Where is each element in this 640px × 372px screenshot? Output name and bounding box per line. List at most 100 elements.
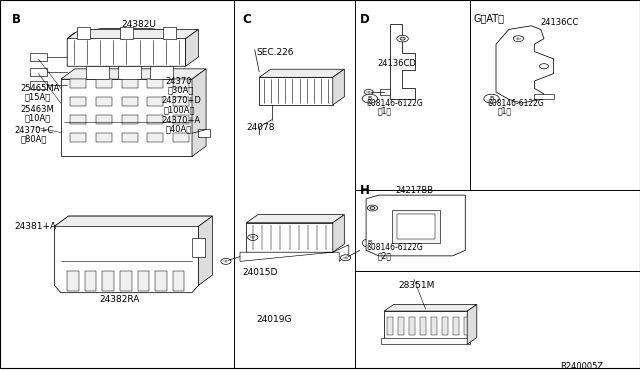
Bar: [420, 317, 426, 335]
Text: 24217BB: 24217BB: [396, 186, 434, 195]
Text: 25465MA: 25465MA: [20, 84, 60, 93]
Bar: [120, 270, 132, 291]
Text: 28351M: 28351M: [398, 281, 435, 290]
Polygon shape: [67, 28, 186, 66]
Circle shape: [364, 89, 373, 94]
Bar: [173, 79, 189, 89]
Polygon shape: [384, 304, 477, 311]
Bar: [173, 132, 189, 142]
Circle shape: [484, 94, 499, 103]
Polygon shape: [186, 29, 198, 66]
Polygon shape: [333, 215, 344, 252]
Text: SEC.226: SEC.226: [256, 48, 294, 57]
Polygon shape: [534, 94, 554, 99]
Polygon shape: [54, 216, 212, 227]
Bar: [398, 317, 404, 335]
Polygon shape: [240, 245, 349, 262]
Text: 24136CD: 24136CD: [378, 59, 417, 68]
Bar: [122, 132, 138, 142]
Text: R240005Z: R240005Z: [560, 362, 603, 371]
Bar: [173, 115, 189, 124]
Bar: [122, 115, 138, 124]
Text: H: H: [360, 184, 369, 197]
Text: 25463M: 25463M: [20, 105, 54, 114]
Bar: [122, 79, 138, 89]
Polygon shape: [366, 195, 465, 256]
Text: 〘10A〙: 〘10A〙: [24, 113, 51, 122]
Bar: [96, 115, 112, 124]
Text: 〘30A〙: 〘30A〙: [168, 86, 194, 94]
Polygon shape: [198, 216, 212, 285]
Bar: [147, 115, 163, 124]
Polygon shape: [380, 89, 390, 95]
Text: 〘80A〙: 〘80A〙: [20, 134, 47, 143]
Text: 24370+C: 24370+C: [14, 126, 53, 135]
Text: ß08146-6122G: ß08146-6122G: [488, 99, 545, 108]
Circle shape: [362, 238, 378, 247]
Text: 〘15A〙: 〘15A〙: [24, 93, 51, 102]
Polygon shape: [77, 27, 90, 39]
Polygon shape: [163, 27, 176, 39]
Polygon shape: [67, 29, 198, 39]
Bar: [397, 214, 435, 239]
Text: 〘40A〙: 〘40A〙: [165, 125, 191, 134]
Circle shape: [513, 36, 524, 42]
Text: 24381+A: 24381+A: [14, 222, 56, 231]
Polygon shape: [333, 69, 344, 105]
Polygon shape: [118, 66, 141, 79]
Polygon shape: [390, 24, 415, 99]
Text: 24136CC: 24136CC: [541, 18, 579, 28]
Polygon shape: [120, 27, 133, 39]
Polygon shape: [198, 129, 210, 137]
Polygon shape: [150, 66, 173, 79]
Bar: [138, 270, 149, 291]
Text: B: B: [368, 240, 372, 246]
Bar: [246, 223, 333, 252]
Text: 24382RA: 24382RA: [99, 295, 140, 304]
Polygon shape: [192, 69, 206, 157]
Circle shape: [248, 234, 258, 240]
Polygon shape: [259, 69, 344, 77]
Text: D: D: [360, 13, 369, 26]
Polygon shape: [61, 69, 206, 79]
Bar: [70, 115, 86, 124]
Bar: [147, 79, 163, 89]
Text: C: C: [242, 13, 251, 26]
Bar: [96, 97, 112, 106]
Circle shape: [221, 259, 231, 264]
Bar: [122, 97, 138, 106]
Bar: [173, 97, 189, 106]
Bar: [85, 270, 97, 291]
Polygon shape: [54, 216, 212, 293]
Circle shape: [362, 94, 378, 103]
Bar: [61, 79, 192, 157]
Bar: [384, 311, 467, 339]
Polygon shape: [86, 66, 109, 79]
Bar: [67, 270, 79, 291]
Bar: [70, 97, 86, 106]
Polygon shape: [246, 215, 344, 223]
Polygon shape: [30, 54, 47, 61]
Bar: [431, 317, 437, 335]
Circle shape: [400, 37, 405, 40]
Bar: [96, 79, 112, 89]
Text: 24370+D: 24370+D: [161, 96, 201, 105]
Polygon shape: [496, 26, 554, 103]
Bar: [381, 338, 470, 344]
Circle shape: [340, 255, 351, 261]
Bar: [453, 317, 459, 335]
Bar: [70, 79, 86, 89]
Text: 24370: 24370: [165, 77, 191, 86]
Text: 24370+A: 24370+A: [161, 116, 200, 125]
Polygon shape: [467, 304, 477, 344]
Bar: [392, 210, 440, 243]
Text: B: B: [368, 96, 372, 101]
Text: ß08146-6122G: ß08146-6122G: [367, 243, 424, 252]
Text: 24015D: 24015D: [242, 268, 277, 277]
Text: B: B: [490, 96, 493, 101]
Bar: [464, 317, 470, 335]
Text: G〈AT〉: G〈AT〉: [474, 13, 504, 23]
Text: （1）: （1）: [378, 107, 392, 116]
Bar: [259, 77, 333, 105]
Bar: [387, 317, 393, 335]
